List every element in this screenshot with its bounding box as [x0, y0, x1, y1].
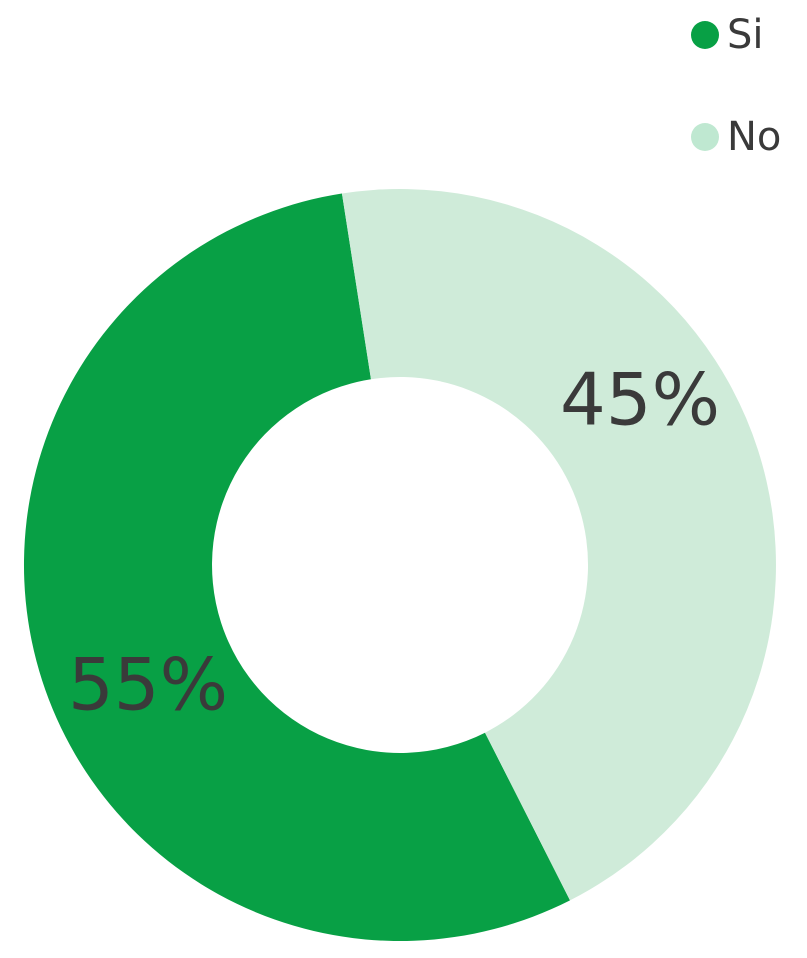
- donut-slices: [23, 189, 776, 942]
- donut-slice-si: [23, 193, 571, 942]
- data-label-si: 55%: [68, 643, 228, 727]
- legend-swatch-no: [691, 123, 719, 151]
- donut-data-labels: 55% 45%: [68, 358, 720, 727]
- chart-legend: Si No: [691, 10, 807, 214]
- legend-label-si: Si: [727, 12, 764, 58]
- legend-label-no: No: [727, 114, 782, 160]
- legend-item-no: No: [691, 112, 807, 162]
- donut-slice-no: [341, 189, 776, 901]
- data-label-no: 45%: [560, 358, 720, 442]
- legend-item-si: Si: [691, 10, 807, 60]
- legend-swatch-si: [691, 21, 719, 49]
